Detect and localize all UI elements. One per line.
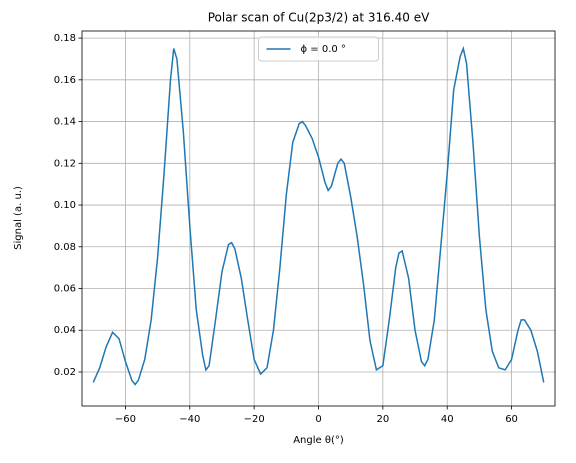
y-tick-label: 0.16 xyxy=(54,75,76,86)
y-tick-label: 0.08 xyxy=(54,242,76,253)
legend-box xyxy=(258,36,379,62)
y-axis-label: Signal (a. u.) xyxy=(13,186,24,250)
y-tick-label: 0.14 xyxy=(54,117,76,128)
y-tick-label: 0.10 xyxy=(54,200,76,211)
y-tick-label: 0.04 xyxy=(54,325,76,336)
x-tick-label: 40 xyxy=(441,414,454,425)
y-tick-label: 0.02 xyxy=(54,367,76,378)
data-line xyxy=(92,45,545,386)
x-axis-label: Angle θ(°) xyxy=(293,435,344,446)
chart-title: Polar scan of Cu(2p3/2) at 316.40 eV xyxy=(208,11,430,25)
x-tick-label: 20 xyxy=(376,414,389,425)
y-tick-label: 0.06 xyxy=(54,284,76,295)
x-tick-label: −60 xyxy=(115,414,136,425)
legend-label: ϕ = 0.0 ° xyxy=(301,44,346,55)
x-tick-label: 60 xyxy=(505,414,518,425)
x-tick-label: −20 xyxy=(244,414,265,425)
y-tick-label: 0.12 xyxy=(54,158,76,169)
y-tick-label: 0.18 xyxy=(54,33,76,44)
x-tick-label: −40 xyxy=(179,414,200,425)
plot-frame xyxy=(81,30,556,407)
x-tick-label: 0 xyxy=(315,414,321,425)
